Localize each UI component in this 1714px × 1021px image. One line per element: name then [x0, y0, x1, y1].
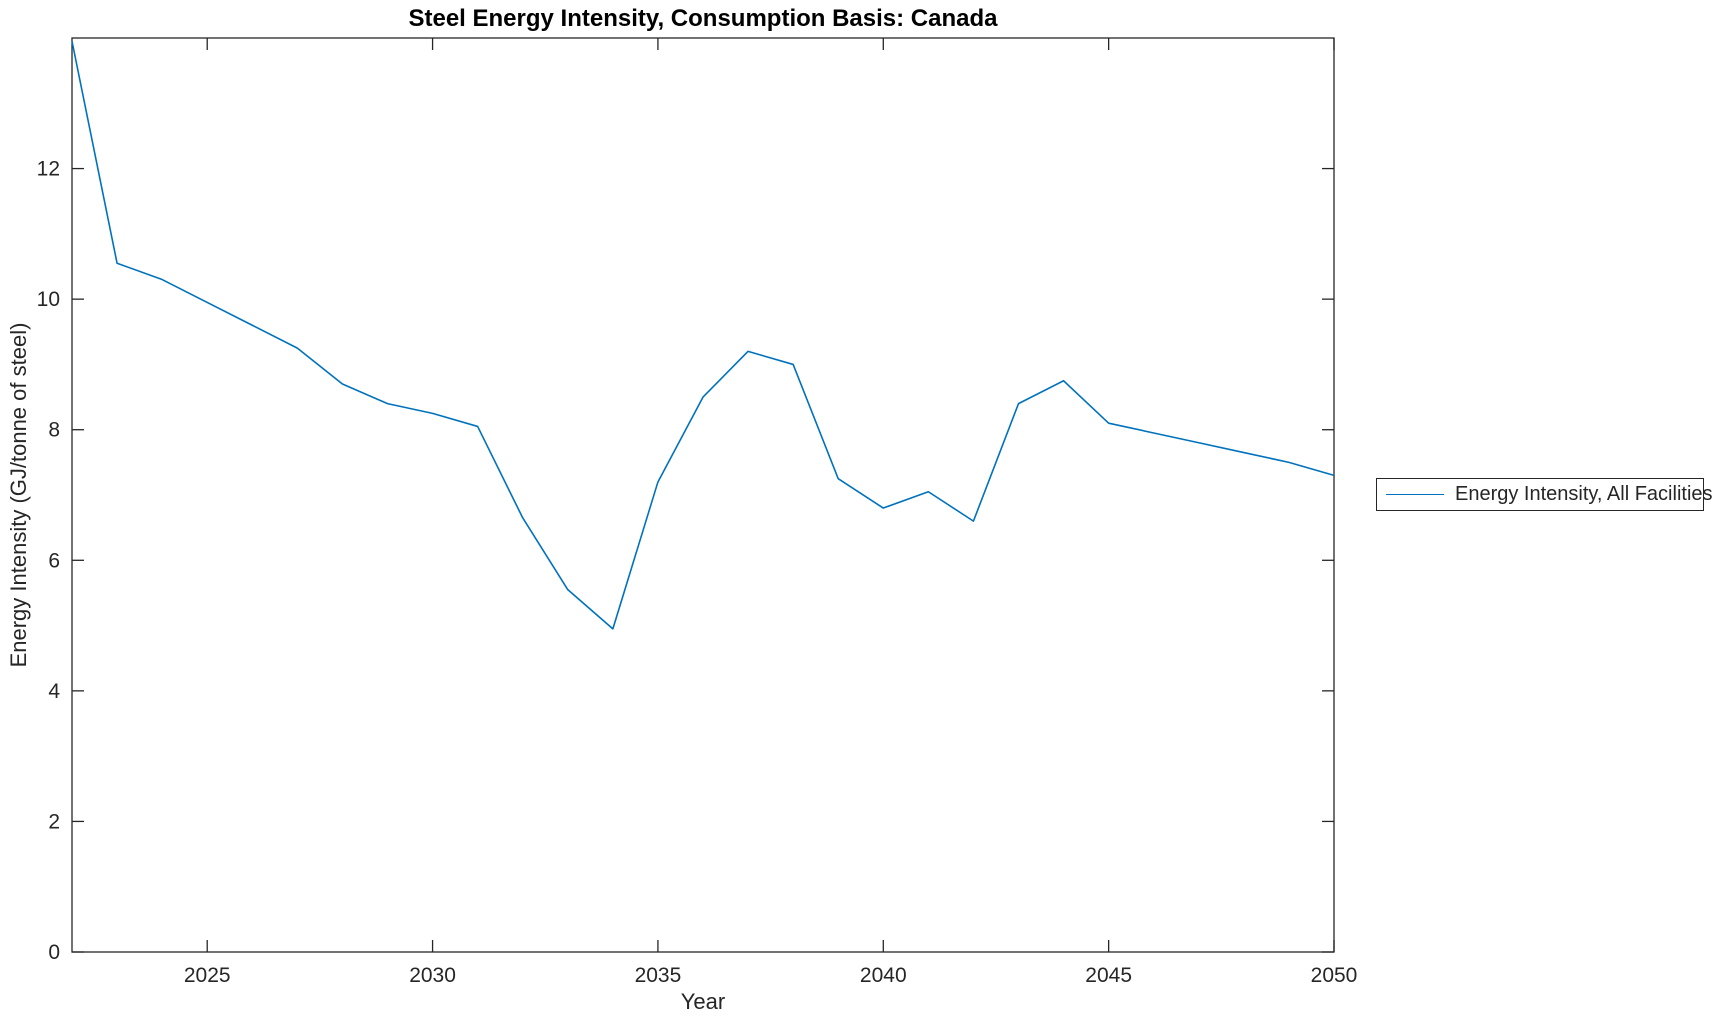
x-axis-label: Year	[680, 989, 726, 1014]
x-tick-label: 2030	[409, 964, 456, 987]
x-tick-label: 2035	[635, 964, 682, 987]
y-tick-label: 2	[48, 810, 60, 833]
axes-box	[71, 37, 1335, 953]
y-tick-label: 8	[48, 419, 60, 442]
legend: Energy Intensity, All Facilities	[1376, 478, 1713, 511]
y-axis-label: Energy Intensity (GJ/tonne of steel)	[6, 322, 31, 668]
y-tick-label: 4	[48, 680, 60, 703]
x-tick-label: 2050	[1311, 964, 1358, 987]
y-tick-label: 0	[48, 941, 60, 964]
x-tick-label: 2045	[1085, 964, 1132, 987]
energy-intensity-line	[71, 41, 1335, 630]
legend-line-sample-icon	[1386, 494, 1444, 495]
y-tick-label: 10	[37, 288, 60, 311]
y-tick-label: 6	[48, 549, 60, 572]
legend-series-label: Energy Intensity, All Facilities	[1455, 483, 1713, 505]
x-tick-label: 2040	[860, 964, 907, 987]
x-tick-label: 2025	[184, 964, 231, 987]
y-tick-label: 12	[37, 158, 60, 181]
chart-title: Steel Energy Intensity, Consumption Basi…	[408, 5, 998, 32]
